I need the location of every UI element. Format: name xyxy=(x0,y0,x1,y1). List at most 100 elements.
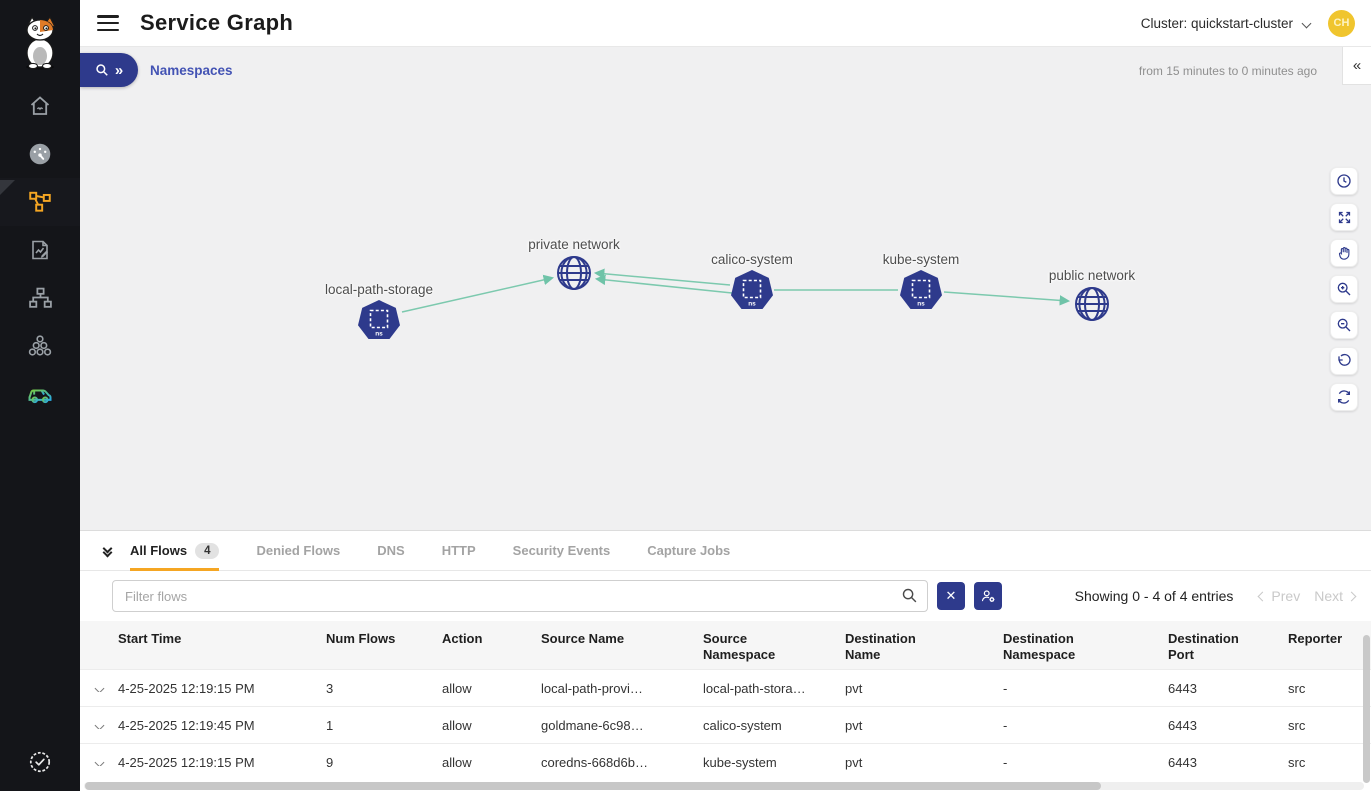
fit-screen-button[interactable] xyxy=(1330,203,1358,231)
time-settings-button[interactable] xyxy=(1330,167,1358,195)
pagination-summary: Showing 0 - 4 of 4 entries xyxy=(1074,588,1234,604)
chevron-down-icon xyxy=(1301,18,1312,28)
sidebar-item-home[interactable] xyxy=(0,82,80,130)
cell-reporter: src xyxy=(1288,754,1306,770)
node-label: kube-system xyxy=(882,252,960,267)
vertical-scrollbar-thumb[interactable] xyxy=(1363,635,1370,783)
col-reporter[interactable]: Reporter xyxy=(1288,631,1343,646)
col-destination-name[interactable]: Destination Name xyxy=(845,631,916,663)
home-icon xyxy=(30,96,50,115)
graph-node-public-network[interactable]: public network xyxy=(1032,268,1152,323)
service-graph-canvas[interactable]: » Namespaces from 15 minutes to 0 minute… xyxy=(80,47,1371,530)
filter-flows-input[interactable] xyxy=(112,580,928,612)
table-row[interactable]: 4-25-2025 12:19:15 PM 9 allow coredns-66… xyxy=(80,743,1371,780)
tab-label: DNS xyxy=(377,543,405,558)
undo-layout-button[interactable] xyxy=(1330,347,1358,375)
flows-panel: All Flows 4 Denied Flows DNS HTTP Securi… xyxy=(80,530,1371,791)
sidebar-item-policies[interactable] xyxy=(0,226,80,274)
search-icon xyxy=(902,588,917,603)
cell-destination-name: pvt xyxy=(845,717,863,733)
prev-page-button[interactable]: Prev xyxy=(1257,588,1300,604)
namespace-icon: ns xyxy=(731,270,773,309)
svg-text:ns: ns xyxy=(748,301,756,308)
collapse-left-icon: « xyxy=(1352,57,1362,74)
report-pencil-icon xyxy=(32,240,49,260)
chevron-down-icon xyxy=(94,721,104,729)
horizontal-scrollbar-thumb[interactable] xyxy=(85,782,1101,790)
clock-icon xyxy=(1337,174,1351,188)
cell-destination-namespace: - xyxy=(1003,754,1008,770)
breadcrumb[interactable]: Namespaces xyxy=(150,63,233,78)
zoom-in-button[interactable] xyxy=(1330,275,1358,303)
col-num-flows[interactable]: Num Flows xyxy=(326,631,396,646)
tab-all-flows[interactable]: All Flows 4 xyxy=(130,531,220,571)
hamburger-menu-button[interactable] xyxy=(97,15,119,31)
tab-capture-jobs[interactable]: Capture Jobs xyxy=(647,531,730,571)
avatar[interactable]: CH xyxy=(1328,9,1355,37)
node-label: local-path-storage xyxy=(324,282,434,297)
col-source-namespace[interactable]: Source Namespace xyxy=(703,631,776,663)
panel-collapse-button[interactable] xyxy=(96,540,118,562)
sidebar-item-certificate[interactable] xyxy=(0,749,80,775)
tab-label: All Flows xyxy=(130,543,188,558)
graph-node-local-path-storage[interactable]: local-path-storage ns xyxy=(319,282,439,343)
sidebar-item-service-graph[interactable] xyxy=(0,178,80,226)
cell-reporter: src xyxy=(1288,717,1306,733)
col-destination-namespace[interactable]: Destination Namespace xyxy=(1003,631,1076,663)
tab-label: Denied Flows xyxy=(256,543,341,558)
col-start-time[interactable]: Start Time xyxy=(118,631,182,646)
next-page-button[interactable]: Next xyxy=(1314,588,1357,604)
table-header-row: Start Time Num Flows Action Source Name … xyxy=(80,621,1371,669)
cell-start-time: 4-25-2025 12:19:45 PM xyxy=(118,717,255,733)
right-panel-toggle[interactable]: « xyxy=(1342,47,1371,85)
cell-destination-port: 6443 xyxy=(1168,717,1197,733)
flows-tabs-row: All Flows 4 Denied Flows DNS HTTP Securi… xyxy=(80,531,1371,571)
sidebar-nav xyxy=(0,82,80,418)
column-settings-button[interactable] xyxy=(974,582,1002,610)
table-row[interactable]: 4-25-2025 12:19:15 PM 3 allow local-path… xyxy=(80,669,1371,706)
col-action[interactable]: Action xyxy=(442,631,483,646)
zoom-out-icon xyxy=(1337,318,1351,332)
graph-search-button[interactable]: » xyxy=(80,53,138,87)
tab-security-events[interactable]: Security Events xyxy=(513,531,611,571)
tab-label: Capture Jobs xyxy=(647,543,731,558)
tab-count-badge: 4 xyxy=(195,542,220,559)
graph-node-private-network[interactable]: private network xyxy=(514,237,634,292)
sidebar-item-tigera[interactable] xyxy=(0,370,80,418)
calico-cat-logo[interactable] xyxy=(17,12,63,74)
pan-button[interactable] xyxy=(1330,239,1358,267)
certificate-check-icon xyxy=(29,751,51,773)
chevron-down-icon xyxy=(94,684,104,692)
refresh-button[interactable] xyxy=(1330,383,1358,411)
sidebar-item-dashboard[interactable] xyxy=(0,130,80,178)
flows-table: Start Time Num Flows Action Source Name … xyxy=(80,621,1371,780)
clear-filter-button[interactable]: ✕ xyxy=(937,582,965,610)
tab-dns[interactable]: DNS xyxy=(377,531,404,571)
page-title: Service Graph xyxy=(140,10,294,35)
col-source-name[interactable]: Source Name xyxy=(541,631,625,646)
cell-start-time: 4-25-2025 12:19:15 PM xyxy=(118,680,255,696)
row-expand-button[interactable] xyxy=(80,684,118,692)
col-destination-port[interactable]: Destination Port xyxy=(1168,631,1239,663)
horizontal-scrollbar[interactable] xyxy=(84,782,1364,790)
cluster-selector[interactable]: Cluster: quickstart-cluster xyxy=(1140,15,1312,31)
graph-edges xyxy=(401,268,1071,313)
clear-icon: ✕ xyxy=(945,588,957,603)
graph-node-kube-system[interactable]: kube-system ns xyxy=(861,252,981,313)
zoom-out-button[interactable] xyxy=(1330,311,1358,339)
sidebar-item-network[interactable] xyxy=(0,274,80,322)
tab-http[interactable]: HTTP xyxy=(442,531,476,571)
row-expand-button[interactable] xyxy=(80,758,118,766)
time-range-label: from 15 minutes to 0 minutes ago xyxy=(1138,64,1317,78)
chevron-down-icon xyxy=(94,758,104,766)
row-expand-button[interactable] xyxy=(80,721,118,729)
sidebar-item-workloads[interactable] xyxy=(0,322,80,370)
cluster-selector-label: Cluster: quickstart-cluster xyxy=(1140,15,1293,31)
tab-denied-flows[interactable]: Denied Flows xyxy=(256,531,340,571)
top-header: Service Graph Cluster: quickstart-cluste… xyxy=(80,0,1371,47)
graph-node-calico-system[interactable]: calico-system ns xyxy=(692,252,812,313)
pagination: Showing 0 - 4 of 4 entries Prev Next xyxy=(1074,588,1357,604)
table-row[interactable]: 4-25-2025 12:19:45 PM 1 allow goldmane-6… xyxy=(80,706,1371,743)
cell-source-namespace: local-path-stora… xyxy=(703,680,806,696)
